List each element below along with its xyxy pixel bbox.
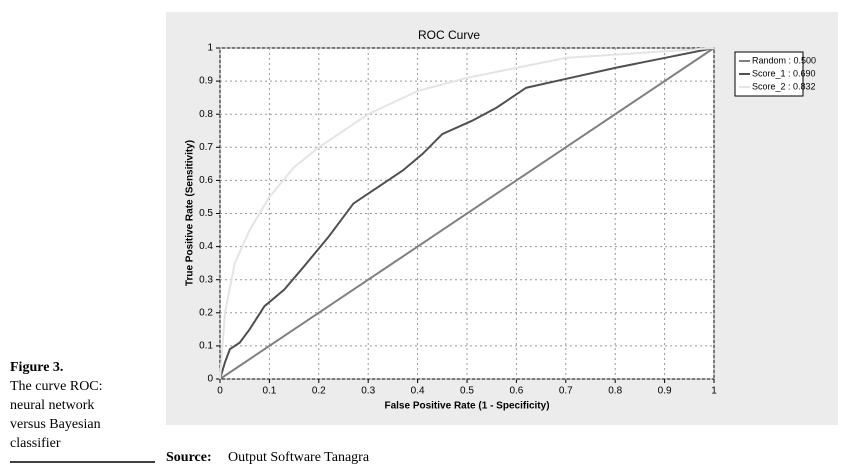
caption-line: classifier (10, 436, 61, 451)
y-tick-label: 1 (207, 43, 213, 54)
chart-title: ROC Curve (418, 28, 480, 42)
x-tick-label: 0.1 (262, 386, 276, 397)
y-tick-label: 0.7 (199, 142, 213, 153)
y-tick-label: 0.8 (199, 109, 213, 120)
source-label: Source: (166, 450, 212, 465)
y-tick-label: 0 (207, 374, 213, 385)
y-tick-label: 0.3 (199, 274, 213, 285)
y-axis-label: True Positive Rate (Sensitivity) (185, 140, 196, 286)
x-tick-label: 0.2 (312, 386, 326, 397)
source-text: Output Software Tanagra (228, 450, 370, 465)
y-tick-label: 0.5 (199, 208, 213, 219)
x-tick-label: 0 (217, 386, 223, 397)
x-tick-label: 0.3 (361, 386, 375, 397)
x-tick-label: 1 (711, 386, 717, 397)
x-tick-label: 0.9 (658, 386, 672, 397)
x-tick-label: 0.6 (509, 386, 523, 397)
caption-line: versus Bayesian (10, 417, 101, 432)
series-line (219, 47, 715, 380)
series-line (219, 47, 715, 380)
y-tick-label: 0.4 (199, 241, 213, 252)
y-tick-label: 0.2 (199, 307, 213, 318)
y-tick-label: 0.6 (199, 175, 213, 186)
legend-label: Score_2 : 0.832 (752, 81, 816, 91)
y-tick-label: 0.1 (199, 341, 213, 352)
y-tick-label: 0.9 (199, 76, 213, 87)
caption-line: neural network (10, 398, 94, 413)
caption-line: The curve ROC: (10, 379, 103, 394)
legend-label: Random : 0.500 (752, 55, 816, 65)
x-tick-label: 0.7 (559, 386, 573, 397)
x-tick-label: 0.4 (411, 386, 425, 397)
x-axis-label: False Positive Rate (1 - Specificity) (384, 401, 549, 412)
series-line (219, 47, 715, 380)
x-tick-label: 0.8 (608, 386, 622, 397)
legend-label: Score_1 : 0.690 (752, 68, 816, 78)
x-tick-label: 0.5 (460, 386, 474, 397)
figure-label: Figure 3. (10, 360, 63, 375)
